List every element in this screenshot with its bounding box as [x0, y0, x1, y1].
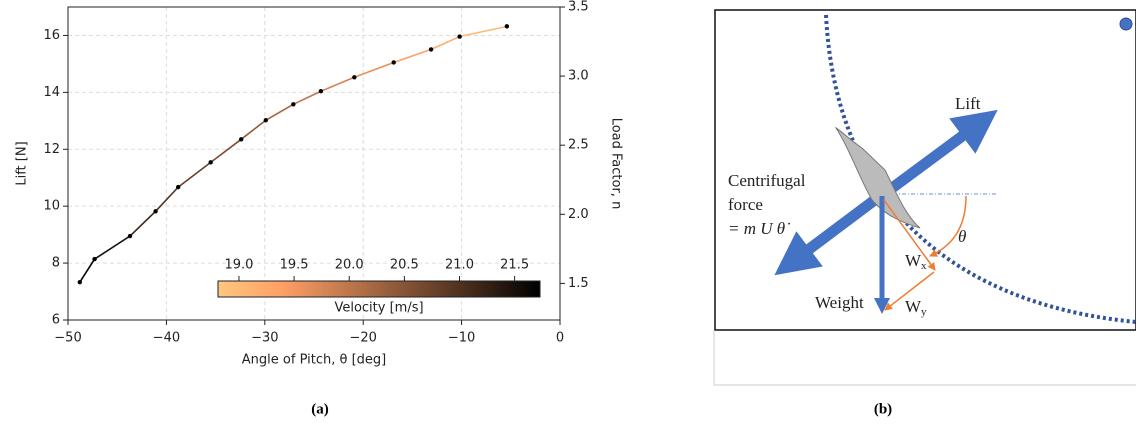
centrifugal-arrow — [774, 191, 884, 276]
y2-tick-label: 2.0 — [568, 207, 589, 222]
x-tick-label: −20 — [349, 331, 376, 346]
caption: (a) — [311, 401, 329, 417]
wx-label: Wx — [905, 251, 927, 272]
y2-tick-label: 3.5 — [568, 0, 589, 15]
point — [127, 233, 133, 239]
point — [208, 160, 213, 165]
centrifugal-equation: = m U θ̇ — [728, 219, 790, 238]
bird — [834, 126, 921, 229]
point — [391, 60, 396, 65]
line-segment — [320, 76, 355, 92]
colorbar — [217, 280, 541, 298]
line-segment — [79, 258, 96, 283]
y-axis-label: Lift [N] — [15, 141, 30, 185]
line-segment — [240, 119, 267, 140]
line-segment — [354, 61, 394, 79]
wx-base: W — [905, 251, 922, 270]
point — [457, 34, 462, 39]
lift-arrow — [880, 109, 998, 199]
y2-axis-label: Load Factor, n — [609, 118, 624, 210]
x-tick-label: −30 — [251, 331, 278, 346]
y-tick-label: 8 — [52, 256, 60, 271]
wy-label: Wy — [905, 297, 927, 318]
line-segment — [210, 138, 242, 164]
x-axis-label: Angle of Pitch, θ [deg] — [242, 353, 386, 368]
colorbar-tick-label: 19.5 — [280, 258, 309, 273]
y-tick-label: 16 — [43, 28, 60, 43]
colorbar-tick-label: 20.0 — [335, 258, 364, 273]
y-tick-label: 12 — [43, 142, 60, 157]
colorbar-tick-label: 21.0 — [445, 258, 474, 273]
line-segment — [154, 186, 179, 212]
point — [318, 89, 324, 94]
line-segment — [129, 210, 157, 237]
centrifugal-label: force — [728, 195, 763, 214]
colorbar-tick-label: 21.5 — [500, 258, 529, 273]
theta-arc — [929, 195, 967, 257]
point — [238, 137, 244, 142]
line-segment — [459, 25, 508, 38]
point — [92, 256, 97, 262]
line-segment — [292, 90, 322, 106]
plot-frame — [67, 6, 561, 321]
colorbar-tick-label: 19.0 — [224, 258, 253, 273]
wy-base: W — [905, 297, 922, 316]
point — [504, 24, 510, 29]
centrifugal-label: Centrifugal — [728, 171, 806, 190]
line-segment — [265, 103, 294, 121]
wx-arrow — [883, 199, 936, 271]
line-segment — [430, 35, 460, 51]
weight-label: Weight — [815, 293, 864, 312]
point — [263, 118, 268, 123]
point — [352, 75, 357, 80]
point — [77, 279, 83, 285]
y2-tick-label: 1.5 — [568, 276, 589, 291]
theta-label: θ — [958, 227, 966, 246]
chart: −50 −40 −30 −20 −10 0 6 8 10 12 14 16 1.5 2.0 2.5 3.0 3.… — [15, 0, 624, 368]
x-tick-label: −50 — [54, 331, 81, 346]
y-tick-label: 14 — [43, 85, 60, 100]
frame-below — [713, 330, 1136, 386]
wx-sub: x — [921, 260, 927, 272]
x-tick-label: −40 — [153, 331, 180, 346]
line-segment — [94, 235, 131, 260]
y2-tick-label: 3.0 — [568, 69, 589, 84]
x-tick-label: −10 — [448, 331, 475, 346]
x-tick-label: 0 — [556, 331, 564, 346]
y-tick-label: 10 — [43, 199, 60, 214]
line-segment — [393, 48, 432, 64]
point — [176, 184, 181, 190]
dot-icon — [1119, 17, 1133, 31]
y-tick-label: 6 — [52, 313, 60, 328]
line-segment — [177, 161, 212, 188]
wy-arrow — [884, 271, 935, 311]
colorbar-tick-label: 20.5 — [390, 258, 419, 273]
colorbar-label: Velocity [m/s] — [334, 301, 423, 316]
caption: (b) — [874, 401, 892, 417]
point — [428, 47, 434, 52]
y2-tick-label: 2.5 — [568, 138, 589, 153]
diagram: Lift Centrifugal force = m U θ̇ θ Weight… — [713, 9, 1136, 386]
point — [153, 209, 158, 214]
point — [291, 102, 296, 107]
weight-head — [874, 298, 890, 314]
lift-label: Lift — [955, 94, 981, 113]
wy-sub: y — [921, 306, 927, 318]
